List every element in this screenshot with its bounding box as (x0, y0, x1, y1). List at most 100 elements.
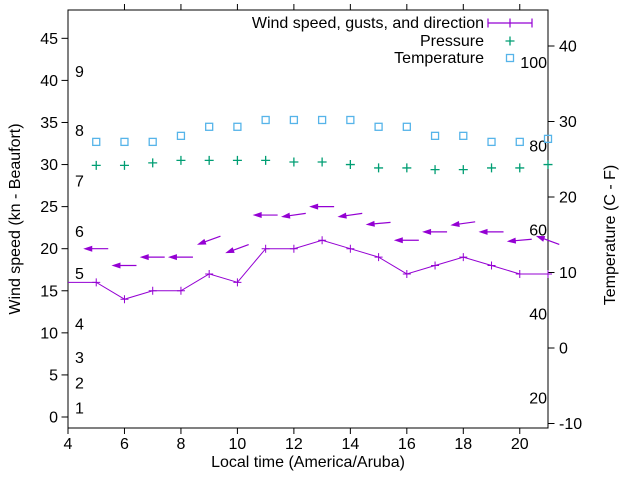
plus-marker (289, 244, 298, 253)
gust-arrow (309, 203, 335, 210)
temperature-point (176, 131, 186, 140)
kn-tick-label: 30 (40, 157, 58, 174)
x-tick-label: 14 (341, 436, 359, 453)
kn-tick-label: 40 (40, 73, 58, 90)
temperature-point (233, 122, 242, 131)
beaufort-label: 3 (75, 350, 84, 367)
kn-tick-label: 20 (40, 241, 58, 258)
plus-marker (176, 155, 186, 165)
beaufort-label: 5 (75, 266, 84, 283)
plus-marker (148, 286, 157, 295)
x-tick-label: 12 (285, 436, 303, 453)
kn-tick-label: 35 (40, 115, 58, 132)
plus-marker (204, 155, 214, 165)
plus-marker (402, 163, 412, 173)
plus-marker (515, 269, 524, 278)
fahrenheit-label: 60 (529, 223, 547, 240)
plus-marker (345, 160, 355, 170)
celsius-tick-label: 20 (559, 190, 577, 207)
temperature-point (459, 131, 468, 140)
gust-arrow (225, 244, 249, 254)
plus-marker (261, 155, 271, 165)
gust-arrow (252, 212, 278, 219)
plus-marker (459, 253, 468, 262)
plus-marker (233, 278, 242, 287)
temperature-point (487, 137, 496, 147)
celsius-tick-label: 30 (559, 114, 577, 131)
legend-temp-sample (505, 53, 515, 63)
x-tick-label: 4 (64, 436, 73, 453)
plus-marker (458, 165, 468, 175)
fahrenheit-label: 40 (529, 306, 547, 323)
kn-tick-label: 45 (40, 31, 58, 48)
fahrenheit-label: 80 (529, 139, 547, 156)
plus-marker (92, 278, 101, 287)
gust-arrow (167, 254, 193, 261)
temperature-point (374, 122, 383, 131)
temperature-point (402, 122, 411, 131)
fahrenheit-label: 100 (520, 55, 547, 72)
x-tick-label: 18 (454, 436, 472, 453)
beaufort-label: 1 (75, 401, 84, 418)
x-tick-label: 8 (176, 436, 185, 453)
plus-marker (232, 155, 242, 165)
x-tick-label: 20 (511, 436, 529, 453)
plus-marker (374, 163, 384, 173)
celsius-tick-label: 10 (559, 265, 577, 282)
kn-tick-label: 0 (49, 410, 58, 427)
plus-marker (402, 269, 411, 278)
right-axis: -10 0 10 20 30 40 20 40 60 80 100 (520, 39, 582, 434)
beaufort-label: 2 (75, 375, 84, 392)
x-tick-label: 10 (229, 436, 247, 453)
beaufort-label: 8 (75, 123, 84, 140)
legend-label-wind: Wind speed, gusts, and direction (251, 15, 484, 32)
gust-arrow (422, 228, 448, 235)
plus-marker (148, 158, 158, 168)
beaufort-label: 7 (75, 173, 84, 190)
kn-tick-label: 5 (49, 367, 58, 384)
temperature-point (120, 137, 129, 147)
temperature-point (317, 115, 327, 125)
plus-marker (346, 244, 355, 253)
gust-arrow (365, 220, 391, 227)
x-tick-label: 6 (120, 436, 129, 453)
gust-arrow (450, 221, 476, 227)
beaufort-label: 6 (75, 224, 84, 241)
temperature-point (346, 115, 355, 125)
kn-tick-label: 15 (40, 283, 58, 300)
plus-marker (505, 36, 515, 46)
temperature-point (205, 122, 214, 131)
left-axis-title: Wind speed (kn - Beaufort) (7, 123, 24, 315)
kn-tick-label: 10 (40, 325, 58, 342)
plus-marker (543, 160, 553, 170)
gust-arrow (196, 235, 221, 245)
gust-arrows (83, 203, 560, 269)
gust-arrow (83, 245, 109, 252)
beaufort-label: 4 (75, 316, 84, 333)
gust-arrow (506, 237, 532, 244)
plus-marker (487, 163, 497, 173)
plus-marker (176, 286, 185, 295)
plus-marker (289, 157, 299, 167)
gust-arrow (393, 237, 419, 244)
wind-speed-line (68, 239, 548, 300)
pressure-series (91, 155, 553, 175)
plus-marker (515, 163, 525, 173)
x-tick-label: 16 (398, 436, 416, 453)
temperature-point (543, 134, 553, 144)
kn-tick-label: 25 (40, 199, 58, 216)
plus-marker (119, 160, 129, 170)
temperature-point (289, 115, 299, 125)
celsius-tick-label: 40 (559, 39, 577, 56)
plus-marker (487, 261, 496, 270)
plus-marker (374, 253, 383, 262)
legend-markers (487, 18, 533, 63)
fahrenheit-label: 20 (529, 390, 547, 407)
gust-arrow (535, 235, 560, 245)
right-axis-title: Temperature (C - F) (602, 164, 619, 306)
wind-speed-series (68, 236, 552, 304)
plus-marker (318, 236, 327, 245)
